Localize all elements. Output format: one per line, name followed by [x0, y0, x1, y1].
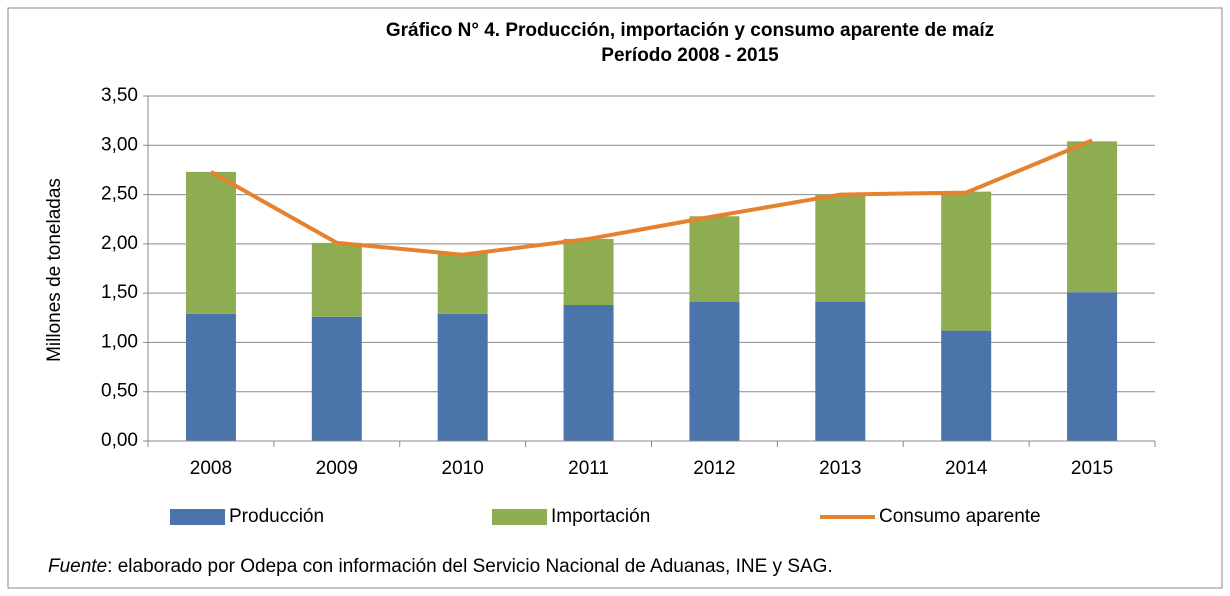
source-note: Fuente: elaborado por Odepa con informac… [48, 556, 833, 577]
x-tick-label: 2008 [190, 458, 232, 479]
bar [815, 302, 866, 441]
line [209, 138, 1093, 257]
y-tick-label: 0,00 [101, 430, 138, 451]
x-tick-label: 2011 [568, 458, 609, 479]
bar [311, 316, 362, 441]
y-tick-label: 1,50 [101, 282, 138, 303]
y-tick-label: 2,50 [101, 184, 138, 205]
y-axis-title: Millones de toneladas [44, 178, 65, 362]
source-label: Fuente [48, 556, 107, 577]
bar [563, 304, 614, 441]
chart-title: Gráfico N° 4. Producción, importación y … [386, 20, 994, 41]
y-tick-label: 3,00 [101, 134, 138, 155]
bar [185, 171, 236, 314]
legend-label: Producción [229, 506, 324, 527]
y-tick-label: 1,00 [101, 331, 138, 352]
x-tick-label: 2015 [1071, 458, 1113, 479]
x-tick-label: 2010 [442, 458, 484, 479]
bar [815, 194, 866, 303]
bar [941, 191, 992, 331]
source-text: : elaborado por Odepa con información de… [107, 556, 833, 577]
bar [1067, 292, 1118, 441]
bar [1067, 141, 1118, 293]
y-tick-label: 0,50 [101, 381, 138, 402]
bar [437, 313, 488, 441]
legend-swatch [492, 509, 547, 525]
bar [689, 302, 740, 441]
legend-label: Consumo aparente [879, 506, 1041, 527]
y-tick-label: 2,00 [101, 233, 138, 254]
bar [941, 330, 992, 441]
legend-swatch [170, 509, 225, 525]
x-tick-label: 2012 [693, 458, 735, 479]
bar [437, 252, 488, 314]
chart-subtitle: Período 2008 - 2015 [601, 45, 779, 66]
x-tick-label: 2014 [945, 458, 988, 479]
legend-label: Importación [551, 506, 650, 527]
x-tick-label: 2009 [316, 458, 358, 479]
bar [311, 242, 362, 317]
bar [563, 238, 614, 305]
y-tick-label: 3,50 [101, 85, 138, 106]
bar [185, 313, 236, 441]
x-tick-label: 2013 [819, 458, 861, 479]
bar [689, 216, 740, 303]
